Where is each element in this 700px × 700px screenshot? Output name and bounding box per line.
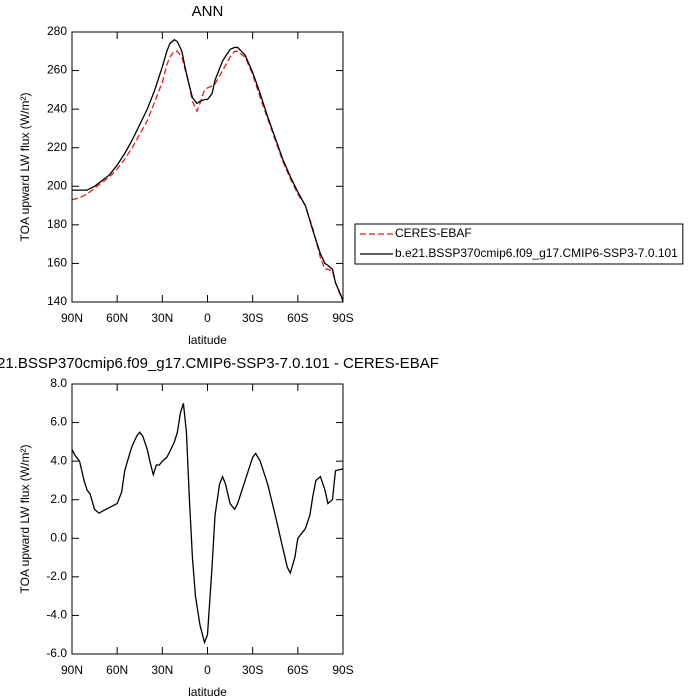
plot: ANN latitude TOA upward LW flux (W/m²) 90N 6… — [18, 3, 684, 347]
plot-frame — [71, 383, 344, 655]
y-tick-label: -2.0 — [46, 569, 67, 583]
x-tick-label: 60N — [106, 663, 128, 677]
x-axis-label: latitude — [188, 685, 227, 699]
x-tick-label: 0 — [204, 663, 211, 677]
y-tick-label: 220 — [47, 140, 67, 154]
x-tick-label: 90N — [61, 311, 83, 325]
y-axis-label: TOA upward LW flux (W/m²) — [18, 445, 32, 594]
y-tick-label: 0.0 — [50, 530, 67, 544]
data-line — [71, 50, 344, 303]
x-tick-label: 90S — [332, 311, 353, 325]
x-tick-label: 60S — [287, 311, 308, 325]
y-tick-label: 4.0 — [50, 453, 67, 467]
x-tick-label: 30N — [151, 311, 173, 325]
y-tick-label: -4.0 — [46, 608, 67, 622]
chart-title: b.e21.BSSP370cmip6.f09_g17.CMIP6-SSP3-7.… — [0, 355, 439, 372]
data-line — [71, 403, 344, 645]
legend-box — [354, 223, 684, 265]
legend-label: b.e21.BSSP370cmip6.f09_g17.CMIP6-SSP3-7.… — [395, 246, 678, 260]
y-tick-label: 6.0 — [50, 415, 67, 429]
x-tick-label: 90S — [332, 663, 353, 677]
y-tick-label: 200 — [47, 178, 67, 192]
legend: CERES-EBAF b.e21.BSSP370cmip6.f09_g17.CMI… — [354, 223, 684, 265]
y-tick-label: 140 — [47, 294, 67, 308]
x-tick-label: 0 — [204, 311, 211, 325]
plot: b.e21.BSSP370cmip6.f09_g17.CMIP6-SSP3-7.… — [0, 355, 439, 699]
y-tick-label: 180 — [47, 217, 67, 231]
data-line — [72, 38, 344, 301]
legend-label: CERES-EBAF — [395, 226, 472, 240]
chart-title: ANN — [192, 3, 224, 20]
x-tick-label: 30N — [151, 663, 173, 677]
y-tick-label: 260 — [47, 63, 67, 77]
x-tick-label: 30S — [242, 663, 263, 677]
x-tick-label: 60N — [106, 311, 128, 325]
plot-frame — [71, 31, 344, 303]
y-tick-label: -6.0 — [46, 646, 67, 660]
x-tick-label: 90N — [61, 663, 83, 677]
y-tick-label: 240 — [47, 101, 67, 115]
x-tick-label: 60S — [287, 663, 308, 677]
y-tick-label: 8.0 — [50, 376, 67, 390]
x-axis-label: latitude — [188, 333, 227, 347]
y-tick-label: 2.0 — [50, 492, 67, 506]
y-tick-label: 280 — [47, 24, 67, 38]
x-tick-label: 30S — [242, 311, 263, 325]
y-axis-label: TOA upward LW flux (W/m²) — [18, 93, 32, 242]
y-tick-label: 160 — [47, 256, 67, 270]
